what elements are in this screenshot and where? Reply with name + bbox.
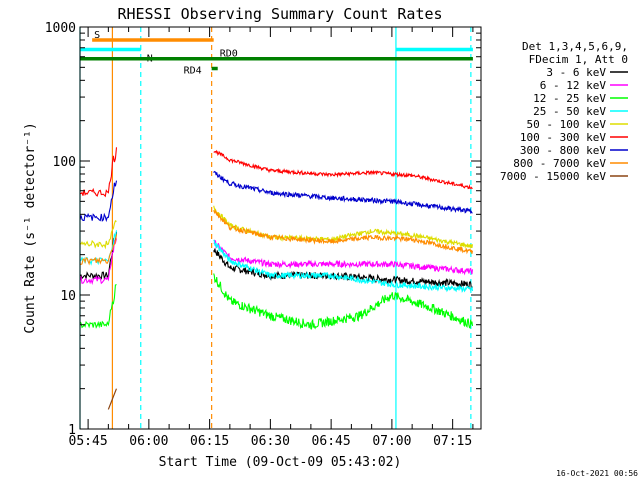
- x-tick-label: 07:00: [372, 434, 411, 449]
- y-tick-label: 1: [68, 423, 76, 438]
- flag-label: RD4: [184, 66, 202, 77]
- footer-date: 16-Oct-2021 00:56: [556, 469, 638, 478]
- legend-entry-label: 25 - 50 keV: [533, 105, 606, 118]
- series-line-post: [213, 239, 474, 276]
- series-line-post: [213, 239, 474, 293]
- series-line-pre: [79, 234, 118, 266]
- legend-entry-label: 3 - 6 keV: [546, 66, 606, 79]
- flag-label: RD0: [220, 49, 238, 60]
- spike-mark: [107, 388, 118, 410]
- flag-bars: SNRD0RD4: [80, 30, 473, 77]
- y-axis-label: Count Rate (s⁻¹ detector⁻¹): [23, 122, 38, 333]
- series-line-pre: [79, 180, 118, 223]
- series-line-post: [213, 170, 473, 215]
- legend-entry-label: 300 - 800 keV: [520, 144, 606, 157]
- x-tick-label: 06:45: [312, 434, 351, 449]
- legend-entry-label: 100 - 300 keV: [520, 131, 606, 144]
- series-line-pre: [79, 231, 118, 281]
- series-line-pre: [79, 284, 117, 329]
- axes: 1 10 100 1000 05:45 06:00 06:15 06:30 06:45 07:00…: [45, 21, 482, 449]
- series-line-pre: [79, 219, 117, 250]
- y-tick-label: 1000: [45, 21, 76, 36]
- x-tick-label: 07:15: [433, 434, 472, 449]
- legend: Det 1,3,4,5,6,9,FDecim 1, Att 03 - 6 keV…: [500, 40, 628, 183]
- series-lines: [79, 147, 474, 410]
- legend-entry-label: 12 - 25 keV: [533, 92, 606, 105]
- legend-entry-label: 800 - 7000 keV: [513, 157, 606, 170]
- x-tick-label: 06:00: [129, 434, 168, 449]
- flag-label: S: [94, 30, 100, 41]
- legend-entry-label: 7000 - 15000 keV: [500, 170, 606, 183]
- x-tick-label: 06:30: [251, 434, 290, 449]
- legend-entry-label: 50 - 100 keV: [527, 118, 607, 131]
- x-tick-label: 06:15: [190, 434, 229, 449]
- legend-header: Det 1,3,4,5,6,9,: [522, 40, 628, 53]
- series-line-pre: [79, 238, 118, 286]
- y-tick-label: 10: [60, 289, 76, 304]
- legend-entry-label: 6 - 12 keV: [540, 79, 607, 92]
- series-line-post: [213, 209, 474, 255]
- series-line-post: [213, 273, 474, 330]
- chart-title: RHESSI Observing Summary Count Rates: [117, 5, 442, 23]
- series-line-post: [213, 149, 473, 190]
- x-tick-label: 05:45: [69, 434, 108, 449]
- x-axis-label: Start Time (09-Oct-09 05:43:02): [159, 455, 402, 470]
- vertical-markers: [79, 27, 472, 429]
- y-tick-label: 100: [53, 155, 76, 170]
- legend-header: FDecim 1, Att 0: [529, 53, 628, 66]
- series-line-pre: [80, 147, 118, 198]
- plot-frame: [79, 26, 482, 430]
